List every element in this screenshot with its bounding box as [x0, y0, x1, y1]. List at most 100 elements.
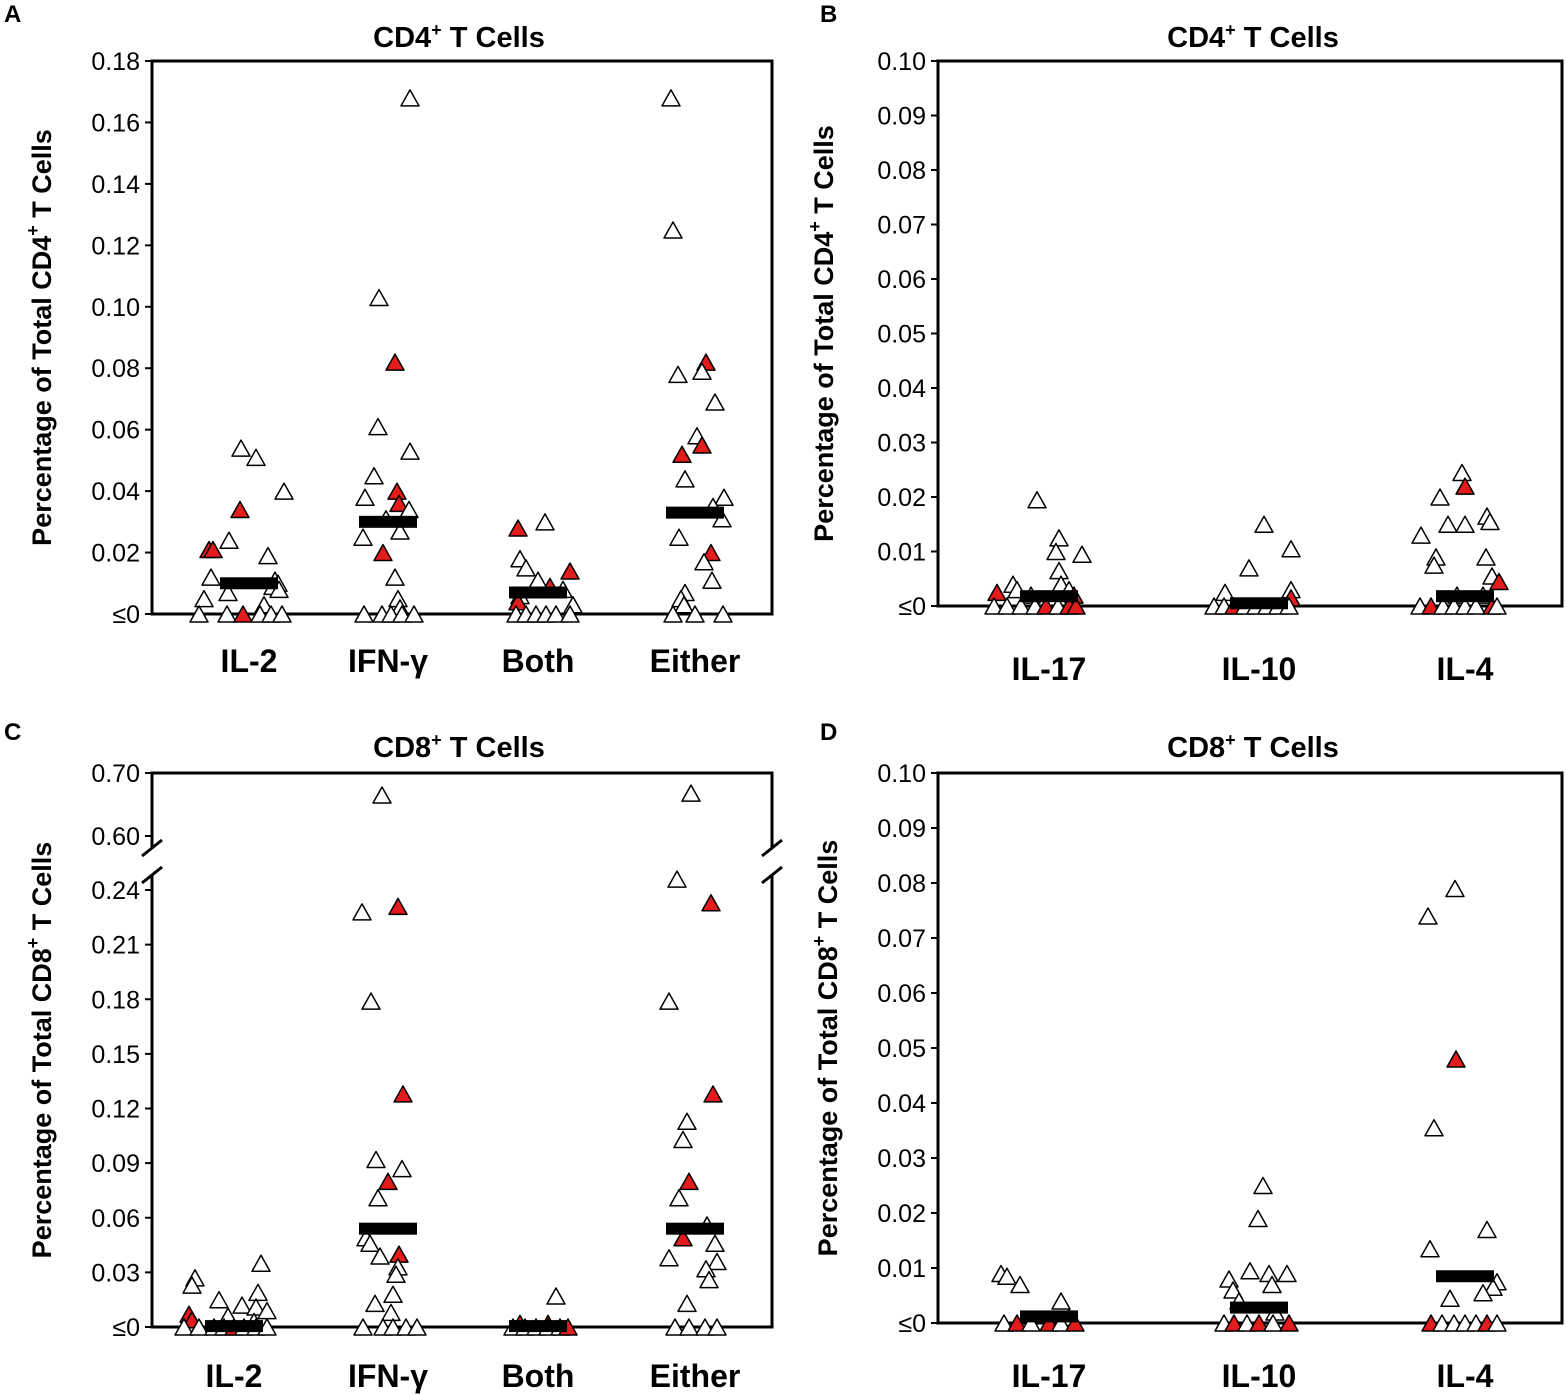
x-category-label: IL-4 [1437, 1358, 1494, 1394]
data-point-open [1445, 879, 1465, 898]
y-tick-label: 0.09 [877, 103, 926, 131]
data-point-open [1262, 1275, 1282, 1294]
data-point-open [383, 1285, 403, 1303]
data-point-open [1466, 597, 1486, 615]
data-point-open [997, 597, 1017, 615]
data-point-filled [701, 543, 721, 562]
data-point-open [1027, 490, 1047, 509]
data-point-open [673, 1130, 693, 1149]
median-bar [359, 1222, 417, 1235]
data-point-open [1259, 1264, 1279, 1283]
data-point-open [984, 597, 1004, 615]
data-point-filled [233, 605, 253, 623]
data-point-open [258, 546, 278, 565]
panel-title-main: CD8 [373, 732, 431, 764]
data-point-open [182, 1276, 202, 1294]
data-point-open [560, 605, 580, 623]
data-point-filled [203, 540, 223, 559]
data-point-open [274, 482, 294, 500]
y-tick-label: 0.12 [91, 1096, 140, 1124]
data-point-open [1480, 512, 1500, 531]
data-point-filled [672, 445, 692, 463]
data-point-open [217, 605, 237, 623]
data-point-open [400, 442, 420, 460]
y-tick-label: 0.08 [877, 870, 926, 898]
data-point-open [189, 1318, 209, 1336]
data-point-open [707, 1252, 727, 1271]
x-category-label: IFN-γ [348, 643, 428, 679]
y-tick-label: 0.02 [91, 540, 140, 568]
data-point-open [1424, 556, 1444, 574]
data-point-open [694, 553, 714, 571]
data-point-filled [230, 500, 250, 519]
data-point-filled [560, 562, 580, 580]
data-point-filled [1489, 572, 1509, 591]
y-tick-label: 0.07 [877, 212, 926, 240]
data-point-open [997, 1267, 1017, 1285]
y-tick-label: 0.04 [91, 478, 140, 506]
data-point-open [383, 1318, 403, 1336]
data-point-open [535, 513, 555, 531]
data-point-open [386, 1265, 406, 1283]
y-tick-label: 0.15 [91, 1041, 140, 1069]
x-category-label: IL-2 [221, 643, 278, 679]
panel-title-main: CD8 [1167, 732, 1225, 764]
data-point-open [194, 589, 214, 608]
data-point-open [1240, 1262, 1260, 1280]
data-point-open [392, 1159, 412, 1178]
data-point-open [364, 467, 384, 485]
data-point-open [692, 362, 712, 381]
median-bar [1436, 590, 1494, 603]
data-point-open [355, 488, 375, 507]
y-tick-label: 0.10 [91, 294, 140, 322]
median-bar [509, 1320, 567, 1333]
data-point-filled [1446, 1050, 1466, 1068]
data-point-open [1487, 1314, 1507, 1332]
data-point-filled [703, 1085, 723, 1103]
data-point-open [1254, 515, 1274, 533]
data-point-open [1411, 526, 1431, 544]
y-axis-title-sup: + [805, 221, 825, 232]
data-point-filled [1065, 1314, 1085, 1332]
panel-title-main: CD4 [373, 22, 431, 54]
x-category-label: Either [650, 643, 741, 679]
data-point-open [353, 1318, 373, 1336]
panel-letter: B [820, 1, 837, 28]
y-tick-label: ≤0 [898, 1310, 926, 1338]
data-point-open [667, 870, 687, 888]
panel-title-main: CD4 [1167, 22, 1225, 54]
data-point-open [707, 1318, 727, 1336]
data-point-open [1051, 1314, 1071, 1332]
y-tick-label: 0.01 [877, 1255, 926, 1283]
data-point-open [669, 1188, 689, 1207]
y-tick-label: 0.02 [877, 484, 926, 512]
data-point-filled [1249, 1314, 1269, 1332]
data-point-filled [673, 1229, 693, 1247]
panel-title: CD8+ T Cells [373, 730, 545, 764]
data-point-open [659, 1249, 679, 1267]
data-point-open [685, 605, 705, 623]
data-point-open [1476, 548, 1496, 566]
data-point-open [1418, 907, 1438, 925]
data-point-open [665, 1318, 685, 1336]
x-category-label: IL-10 [1222, 1358, 1297, 1394]
y-tick-label: 0.16 [91, 109, 140, 137]
x-category-label: IFN-γ [348, 1358, 428, 1394]
data-point-open [353, 528, 373, 546]
y-axis-title-main: Percentage of Total CD8 [813, 946, 843, 1256]
axis-break-mark-right [761, 865, 783, 885]
y-tick-label: 0.04 [877, 375, 926, 403]
data-point-open [1277, 1264, 1297, 1283]
data-point-open [675, 470, 695, 488]
data-point-open [1049, 561, 1069, 580]
y-tick-label: 0.03 [91, 1259, 140, 1287]
y-tick-label: 0.05 [877, 321, 926, 349]
data-point-open [368, 417, 388, 436]
panel-title-sup: + [1225, 20, 1236, 40]
data-point-open [1010, 1275, 1030, 1294]
median-bar [205, 1320, 263, 1333]
data-point-open [1438, 515, 1458, 533]
data-point-open [365, 1294, 385, 1313]
y-axis-title-main: Percentage of Total CD4 [809, 232, 839, 542]
